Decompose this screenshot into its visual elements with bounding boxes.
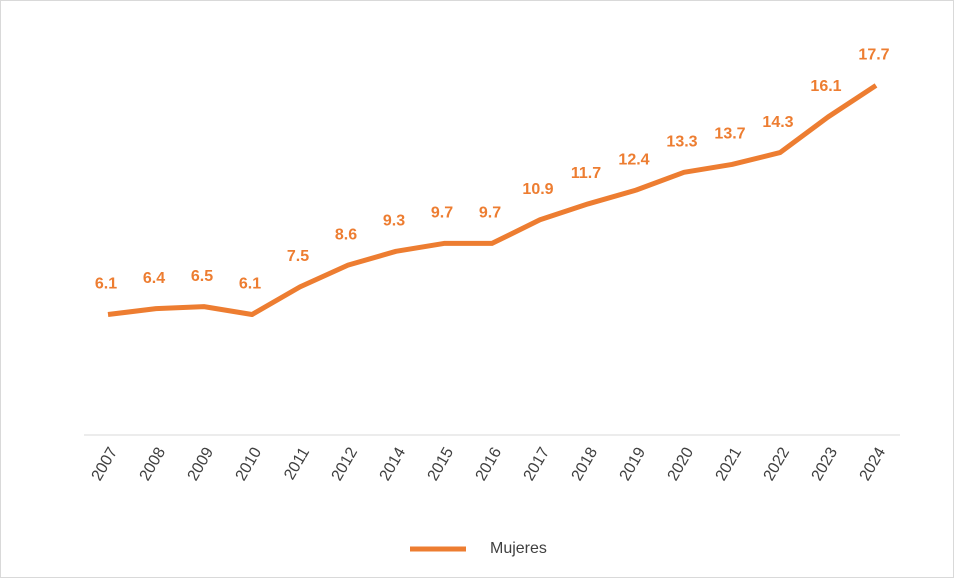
data-label: 12.4 [618,151,649,168]
data-label: 17.7 [858,47,889,64]
legend-label: Mujeres [490,540,547,557]
data-label: 6.4 [143,270,165,287]
data-line [107,83,878,318]
data-label: 7.5 [287,248,309,265]
data-label: 14.3 [762,114,793,131]
data-label: 11.7 [571,165,601,182]
data-label: 6.1 [239,276,261,293]
data-label: 9.7 [431,205,453,222]
data-label: 10.9 [522,181,553,198]
data-label: 6.5 [191,268,213,285]
data-label: 9.7 [479,205,501,222]
data-label: 6.1 [95,276,117,293]
data-label: 16.1 [810,78,841,95]
data-label: 13.3 [666,134,697,151]
data-label: 8.6 [335,226,357,243]
data-label: 9.3 [383,213,405,230]
data-label: 13.7 [714,126,745,143]
